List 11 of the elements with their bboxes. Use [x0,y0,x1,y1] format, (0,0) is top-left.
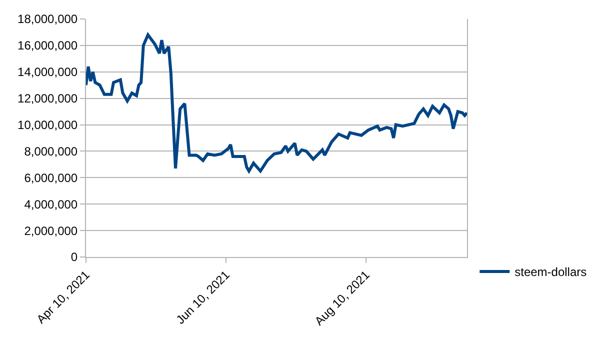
y-tick-label: 10,000,000 [18,118,78,132]
y-tick-label: 12,000,000 [18,92,78,106]
y-tick-label: 0 [70,250,78,264]
y-tick-label: 4,000,000 [24,197,78,212]
y-tick-label: 8,000,000 [24,144,78,158]
y-tick-label: 16,000,000 [18,38,78,53]
y-tick-label: 14,000,000 [18,65,78,80]
y-tick-label: 18,000,000 [18,12,78,26]
legend-label: steem-dollars [514,265,587,280]
y-tick-label: 2,000,000 [24,224,78,238]
y-tick-label: 6,000,000 [24,170,78,185]
